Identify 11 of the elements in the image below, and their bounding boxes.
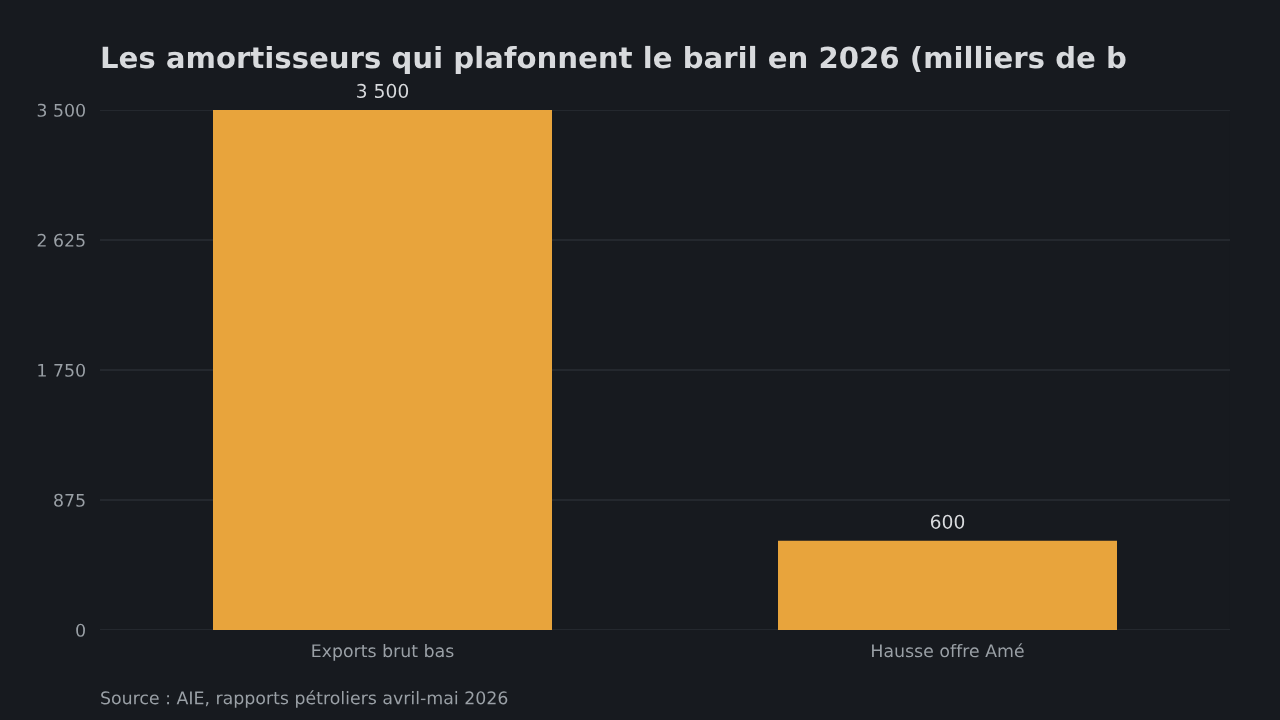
chart-title: Les amortisseurs qui plafonnent le baril en 2026 (milliers de b	[102, 45, 1126, 75]
y-tick-label: 875	[54, 493, 85, 507]
x-tick-label: Exports brut bas	[312, 643, 454, 661]
data-label: 600	[930, 514, 965, 529]
y-tick-label: 2 625	[37, 233, 85, 247]
y-tick-label: 1 750	[38, 363, 85, 377]
data-label: 3 500	[357, 83, 409, 99]
x-tick-label: Hausse offre Amé	[872, 643, 1024, 658]
y-tick-label: 0	[76, 623, 85, 637]
y-tick-label: 3 500	[37, 103, 85, 117]
source-note: Source : AIE, rapports pétroliers avril-mai 2026	[101, 690, 508, 708]
